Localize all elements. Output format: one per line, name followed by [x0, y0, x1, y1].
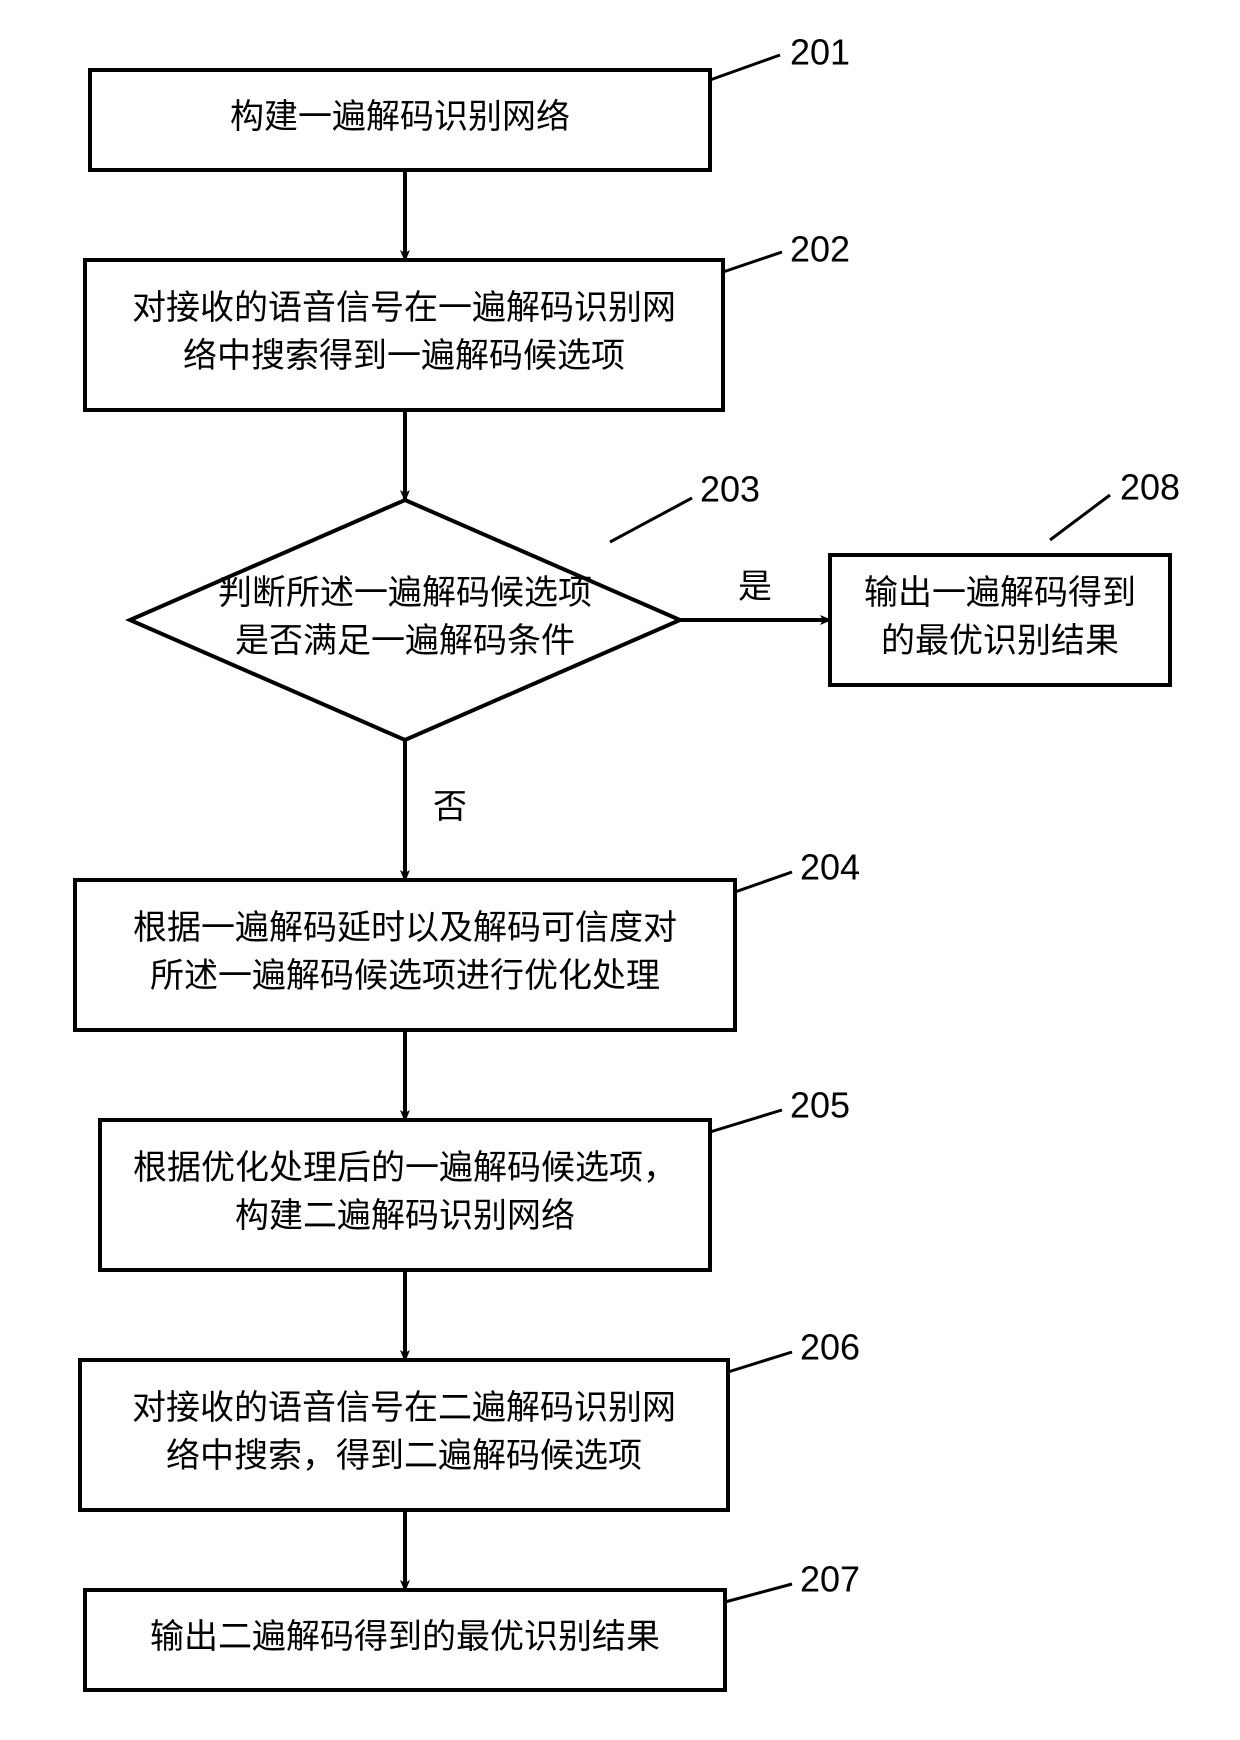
node-text-n207-line: 输出二遍解码得到的最优识别结果 — [150, 1618, 660, 1656]
leader-n201 — [710, 55, 780, 80]
ref-label-n207: 207 — [800, 1559, 860, 1600]
node-text-n201-line: 构建一遍解码识别网络 — [230, 98, 570, 136]
ref-label-n202: 202 — [790, 229, 850, 270]
ref-label-n203: 203 — [700, 469, 760, 510]
leader-n202 — [723, 252, 782, 272]
node-text-n204-line: 所述一遍解码候选项进行优化处理 — [150, 957, 660, 995]
node-text-n204-line: 根据一遍解码延时以及解码可信度对 — [133, 909, 677, 947]
ref-label-n204: 204 — [800, 847, 860, 888]
node-text-n206-line: 对接收的语音信号在二遍解码识别网 — [132, 1389, 676, 1427]
flowchart-canvas: 否 是 201 构建一遍解码识别网络 202 对接收的语音信号在一遍解码识别网络中搜索得到… — [0, 0, 1240, 1740]
ref-label-n206: 206 — [800, 1327, 860, 1368]
node-text-n206-line: 络中搜索，得到二遍解码候选项 — [166, 1437, 642, 1475]
node-diamond-n203 — [130, 500, 680, 740]
node-text-n205-line: 根据优化处理后的一遍解码候选项， — [133, 1149, 677, 1187]
node-text-n202-line: 对接收的语音信号在一遍解码识别网 — [132, 289, 676, 327]
ref-label-n208: 208 — [1120, 467, 1180, 508]
node-text-n201: 构建一遍解码识别网络 — [230, 98, 570, 136]
leader-n205 — [710, 1110, 782, 1132]
node-text-n208-line: 的最优识别结果 — [881, 622, 1119, 660]
leader-n208 — [1050, 495, 1110, 540]
node-text-n205-line: 构建二遍解码识别网络 — [235, 1197, 575, 1235]
node-text-n203-line: 是否满足一遍解码条件 — [235, 622, 575, 660]
node-text-n202-line: 络中搜索得到一遍解码候选项 — [183, 337, 625, 375]
leader-n204 — [735, 872, 792, 892]
node-rect-n204 — [75, 880, 735, 1030]
ref-label-n205: 205 — [790, 1085, 850, 1126]
node-text-n203-line: 判断所述一遍解码候选项 — [218, 574, 592, 612]
node-text-n208-line: 输出一遍解码得到 — [864, 574, 1136, 612]
node-text-n207: 输出二遍解码得到的最优识别结果 — [150, 1618, 660, 1656]
leader-n207 — [725, 1584, 792, 1602]
node-rect-n205 — [100, 1120, 710, 1270]
edge-label-n203-n208: 是 — [738, 569, 772, 606]
edge-label-n203-n204: 否 — [433, 789, 467, 826]
node-rect-n206 — [80, 1360, 728, 1510]
ref-label-n201: 201 — [790, 32, 850, 73]
node-rect-n202 — [85, 260, 723, 410]
leader-n203 — [610, 498, 692, 542]
leader-n206 — [728, 1352, 792, 1372]
